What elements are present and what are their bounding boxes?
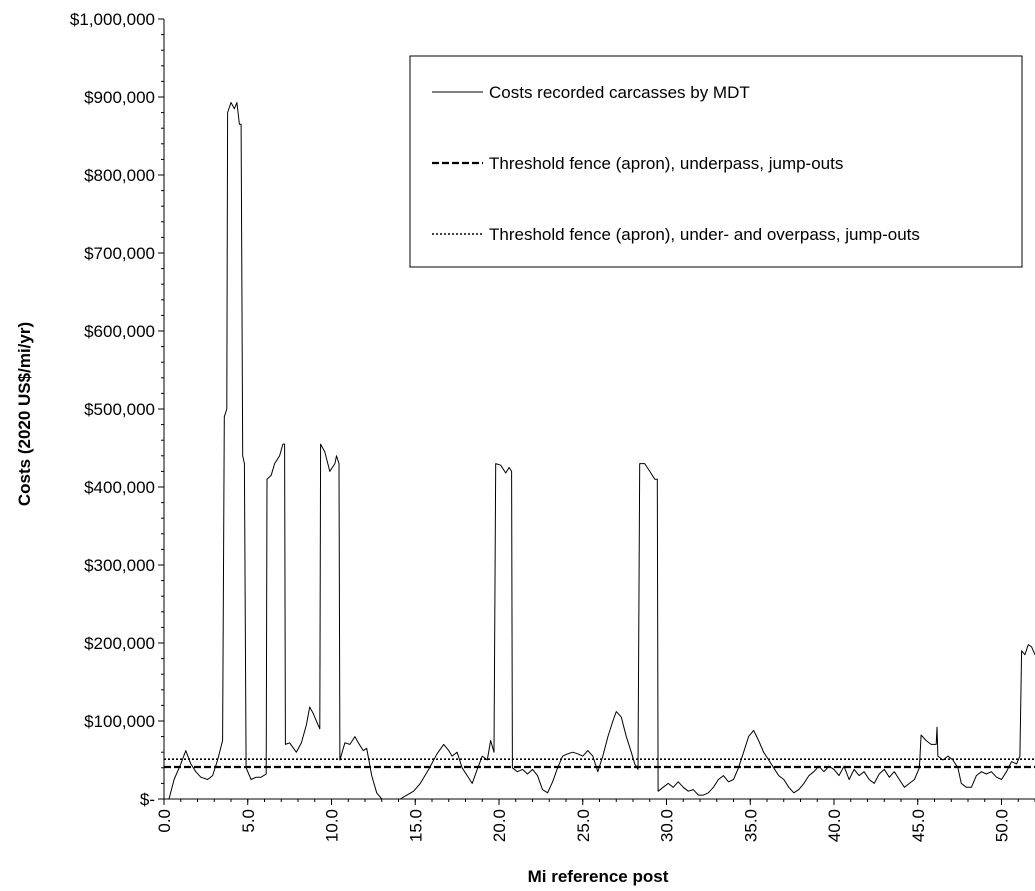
y-tick-label: $400,000 [84, 478, 155, 497]
legend-label-series-0: Costs recorded carcasses by MDT [489, 83, 750, 102]
y-tick-label: $300,000 [84, 556, 155, 575]
x-tick-label: 10.0 [323, 809, 342, 842]
x-tick-label: 0.0 [155, 809, 174, 833]
x-tick-label: 35.0 [741, 809, 760, 842]
x-tick-label: 50.0 [993, 809, 1012, 842]
y-axis: $- $100,000 $200,000 $300,000 $400,000 $500,0… [70, 10, 165, 809]
y-tick-label: $900,000 [84, 88, 155, 107]
y-tick-label: $- [140, 790, 155, 809]
x-tick-label: 40.0 [825, 809, 844, 842]
y-tick-label: $700,000 [84, 244, 155, 263]
y-tick-label: $200,000 [84, 634, 155, 653]
y-tick-label: $500,000 [84, 400, 155, 419]
legend-box [409, 55, 1023, 268]
legend: Costs recorded carcasses by MDT Threshol… [409, 55, 1023, 268]
y-axis-title: Costs (2020 US$/mi/yr) [15, 322, 34, 506]
x-tick-label: 15.0 [406, 809, 425, 842]
x-tick-label: 45.0 [909, 809, 928, 842]
plot-area [164, 102, 1035, 800]
y-tick-label: $800,000 [84, 166, 155, 185]
x-axis-title: Mi reference post [528, 867, 669, 886]
y-tick-label: $1,000,000 [70, 10, 155, 29]
x-tick-label: 30.0 [658, 809, 677, 842]
series-line-0 [164, 102, 1035, 800]
y-tick-label: $600,000 [84, 322, 155, 341]
x-tick-label: 20.0 [490, 809, 509, 842]
legend-label-series-2: Threshold fence (apron), under- and over… [489, 225, 920, 244]
x-tick-label: 25.0 [574, 809, 593, 842]
x-axis: 0.0 5.0 10.0 15.0 20.0 25.0 30.0 35.0 40.0 45.0 50… [155, 798, 1035, 842]
legend-label-series-1: Threshold fence (apron), underpass, jump… [489, 154, 843, 173]
x-tick-label: 5.0 [239, 809, 258, 833]
y-tick-label: $100,000 [84, 712, 155, 731]
